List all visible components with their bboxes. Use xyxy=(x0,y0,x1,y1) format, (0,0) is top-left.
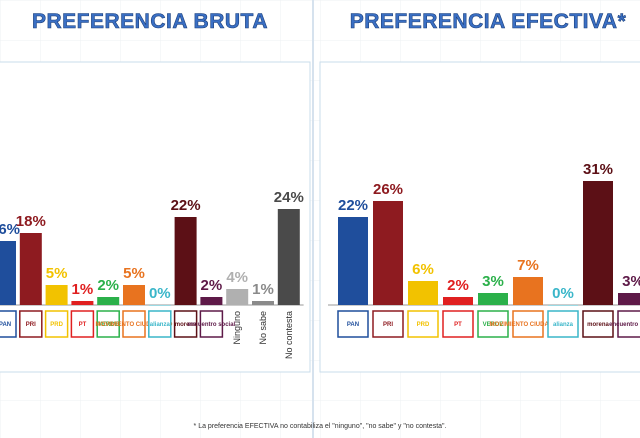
logo-label: PT xyxy=(79,322,87,328)
bar xyxy=(277,209,300,305)
data-label: 2% xyxy=(447,277,469,294)
bar xyxy=(443,297,473,305)
data-label: 2% xyxy=(97,277,119,294)
logo xyxy=(407,310,439,338)
data-label: 1% xyxy=(252,281,274,298)
data-label: 0% xyxy=(149,285,171,302)
bar xyxy=(583,181,613,305)
bar xyxy=(97,297,120,305)
logo-label: PRI xyxy=(26,322,36,328)
logo-label: PRI xyxy=(383,322,393,328)
bar xyxy=(478,293,508,305)
x-tick-label: Ninguno xyxy=(232,311,242,345)
logo xyxy=(122,310,146,338)
bar xyxy=(226,289,249,305)
logo xyxy=(148,310,172,338)
logo-label: VERDE xyxy=(98,322,119,328)
data-label: 5% xyxy=(46,265,68,282)
chart: PREFERENCIA BRUTA 16% PAN 18% PRI 5% PRD 1% PT 2%… xyxy=(0,10,304,359)
logo-label: PT xyxy=(454,322,462,328)
logo xyxy=(96,310,120,338)
data-label: 6% xyxy=(412,261,434,278)
logo xyxy=(173,310,198,338)
bar xyxy=(148,305,171,306)
logo-label: morena xyxy=(587,322,609,328)
chart: PREFERENCIA EFECTIVA* 22% PAN 26% PRI 6% PRD 2%… xyxy=(328,10,640,338)
logo xyxy=(337,310,369,338)
logo xyxy=(19,310,43,338)
bar xyxy=(200,297,223,305)
logo xyxy=(70,310,95,338)
logo xyxy=(582,310,614,338)
chart-title: PREFERENCIA EFECTIVA* xyxy=(350,10,627,33)
x-tick-label: No sabe xyxy=(258,311,268,345)
bar xyxy=(338,217,368,305)
logo-label: morena xyxy=(175,322,197,328)
data-label: 4% xyxy=(226,269,248,286)
bar xyxy=(123,285,145,305)
logo-label: MOVIMIENTO CIUDADANO xyxy=(96,322,173,328)
logo xyxy=(0,310,17,338)
logo-label: encuentro social xyxy=(609,322,640,328)
data-label: 24% xyxy=(274,189,304,206)
logo-label: encuentro social xyxy=(188,322,236,328)
logo-label: MOVIMIENTO CIUDADANO xyxy=(490,322,567,328)
logo xyxy=(372,310,404,338)
logo-label: PAN xyxy=(347,322,359,328)
bar xyxy=(513,277,543,305)
data-label: 22% xyxy=(171,197,201,214)
logo-label: VERDE xyxy=(483,322,504,328)
data-label: 22% xyxy=(338,197,368,214)
data-label: 1% xyxy=(72,281,94,298)
logo-label: alianza xyxy=(553,322,574,328)
data-label: 7% xyxy=(517,257,539,274)
data-label: 31% xyxy=(583,161,613,178)
chart-title: PREFERENCIA BRUTA xyxy=(32,10,268,33)
data-label: 2% xyxy=(201,277,223,294)
logo xyxy=(512,310,544,338)
bar xyxy=(174,217,197,305)
bar xyxy=(252,301,274,305)
bar xyxy=(548,305,578,306)
bar xyxy=(0,241,16,305)
data-label: 5% xyxy=(123,265,145,282)
logo xyxy=(477,310,509,338)
data-label: 16% xyxy=(0,221,20,238)
data-label: 18% xyxy=(16,213,46,230)
logo xyxy=(547,310,579,338)
data-label: 26% xyxy=(373,181,403,198)
footnote: * La preferencia EFECTIVA no contabiliza… xyxy=(194,423,447,430)
bar xyxy=(373,201,403,305)
bar xyxy=(71,301,94,305)
data-label: 0% xyxy=(552,285,574,302)
bar xyxy=(19,233,42,305)
logo-label: PAN xyxy=(0,322,11,328)
logo xyxy=(199,310,224,338)
logo-label: alianza xyxy=(150,322,171,328)
data-label: 3% xyxy=(622,273,640,290)
logo xyxy=(442,310,474,338)
logo xyxy=(44,310,69,338)
bar xyxy=(408,281,438,305)
bar xyxy=(618,293,640,305)
logo-label: PRD xyxy=(50,322,63,328)
bar xyxy=(45,285,68,305)
data-label: 3% xyxy=(482,273,504,290)
x-tick-label: No contesta xyxy=(284,311,294,359)
logo-label: PRD xyxy=(417,322,430,328)
logo xyxy=(617,310,640,338)
